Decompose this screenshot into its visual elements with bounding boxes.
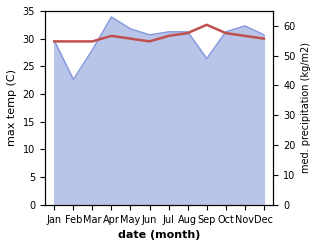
Y-axis label: med. precipitation (kg/m2): med. precipitation (kg/m2) bbox=[301, 42, 311, 173]
Y-axis label: max temp (C): max temp (C) bbox=[7, 69, 17, 146]
X-axis label: date (month): date (month) bbox=[118, 230, 200, 240]
